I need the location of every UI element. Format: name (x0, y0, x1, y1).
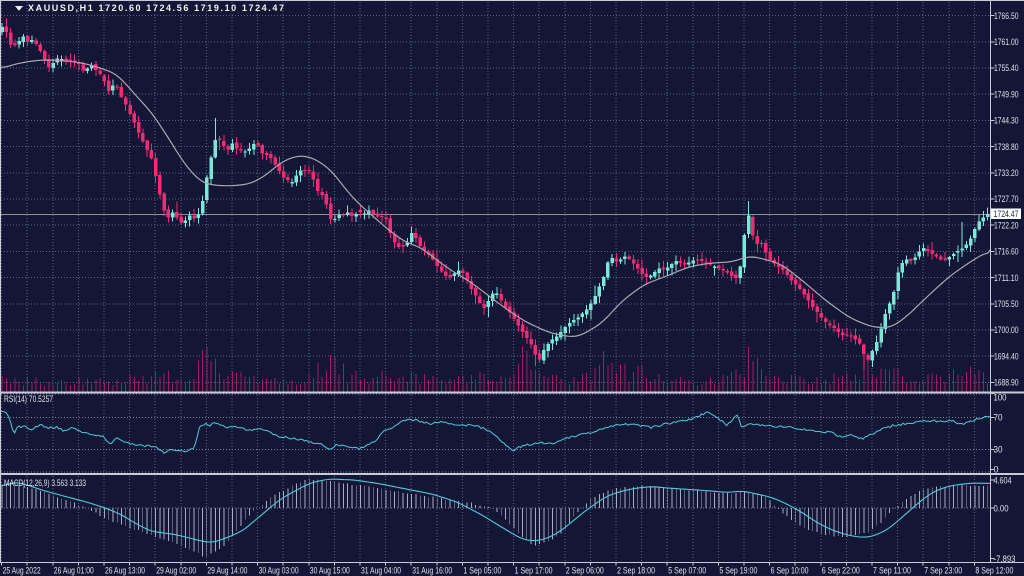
svg-text:1688.90: 1688.90 (994, 378, 1019, 388)
svg-text:1711.10: 1711.10 (994, 273, 1019, 283)
svg-text:6 Sep 10:00: 6 Sep 10:00 (771, 566, 809, 576)
svg-text:XAUUSD,H1 1720.60 1724.56 1719: XAUUSD,H1 1720.60 1724.56 1719.10 1724.4… (28, 3, 284, 13)
svg-text:1694.40: 1694.40 (994, 351, 1019, 361)
svg-text:26 Aug 01:00: 26 Aug 01:00 (54, 566, 94, 576)
svg-text:2 Sep 18:00: 2 Sep 18:00 (617, 566, 655, 576)
svg-text:31 Aug 16:00: 31 Aug 16:00 (412, 566, 452, 576)
svg-text:30 Aug 03:00: 30 Aug 03:00 (259, 566, 299, 576)
svg-text:0.00: 0.00 (994, 504, 1009, 514)
svg-text:100: 100 (994, 393, 1007, 403)
svg-text:1716.60: 1716.60 (994, 247, 1019, 257)
svg-text:MACD(12,26,9) 3.563 3.133: MACD(12,26,9) 3.563 3.133 (4, 478, 86, 488)
svg-text:1744.30: 1744.30 (994, 116, 1019, 126)
svg-text:29 Aug 02:00: 29 Aug 02:00 (156, 566, 196, 576)
svg-text:1700.00: 1700.00 (994, 325, 1019, 335)
svg-text:1 Sep 17:00: 1 Sep 17:00 (515, 566, 553, 576)
svg-text:8 Sep 12:00: 8 Sep 12:00 (975, 566, 1013, 576)
svg-text:1705.50: 1705.50 (994, 299, 1019, 309)
svg-text:-7.893: -7.893 (994, 554, 1016, 564)
svg-text:1733.20: 1733.20 (994, 168, 1019, 178)
svg-text:30: 30 (994, 445, 1003, 455)
svg-text:6 Sep 22:00: 6 Sep 22:00 (822, 566, 860, 576)
svg-text:0: 0 (994, 465, 999, 475)
svg-text:1 Sep 05:00: 1 Sep 05:00 (463, 566, 501, 576)
svg-text:1755.40: 1755.40 (994, 63, 1019, 73)
svg-text:29 Aug 14:00: 29 Aug 14:00 (207, 566, 247, 576)
svg-text:7 Sep 23:00: 7 Sep 23:00 (924, 566, 962, 576)
svg-text:RSI(14) 70.5257: RSI(14) 70.5257 (4, 394, 53, 404)
svg-text:7 Sep 11:00: 7 Sep 11:00 (873, 566, 911, 576)
svg-text:1722.20: 1722.20 (994, 220, 1019, 230)
svg-text:5 Sep 07:00: 5 Sep 07:00 (668, 566, 706, 576)
svg-text:1727.70: 1727.70 (994, 194, 1019, 204)
svg-text:1724.47: 1724.47 (994, 209, 1019, 219)
svg-text:31 Aug 04:00: 31 Aug 04:00 (361, 566, 401, 576)
svg-text:25 Aug 2022: 25 Aug 2022 (3, 566, 41, 576)
svg-text:1738.80: 1738.80 (994, 142, 1019, 152)
svg-text:4.604: 4.604 (994, 476, 1012, 486)
svg-text:2 Sep 06:00: 2 Sep 06:00 (566, 566, 604, 576)
svg-text:1766.50: 1766.50 (994, 11, 1019, 21)
svg-text:1749.90: 1749.90 (994, 89, 1019, 99)
svg-text:26 Aug 13:00: 26 Aug 13:00 (105, 566, 145, 576)
svg-text:1761.00: 1761.00 (994, 37, 1019, 47)
svg-text:70: 70 (994, 413, 1003, 423)
svg-text:30 Aug 15:00: 30 Aug 15:00 (310, 566, 350, 576)
svg-text:5 Sep 19:00: 5 Sep 19:00 (719, 566, 757, 576)
